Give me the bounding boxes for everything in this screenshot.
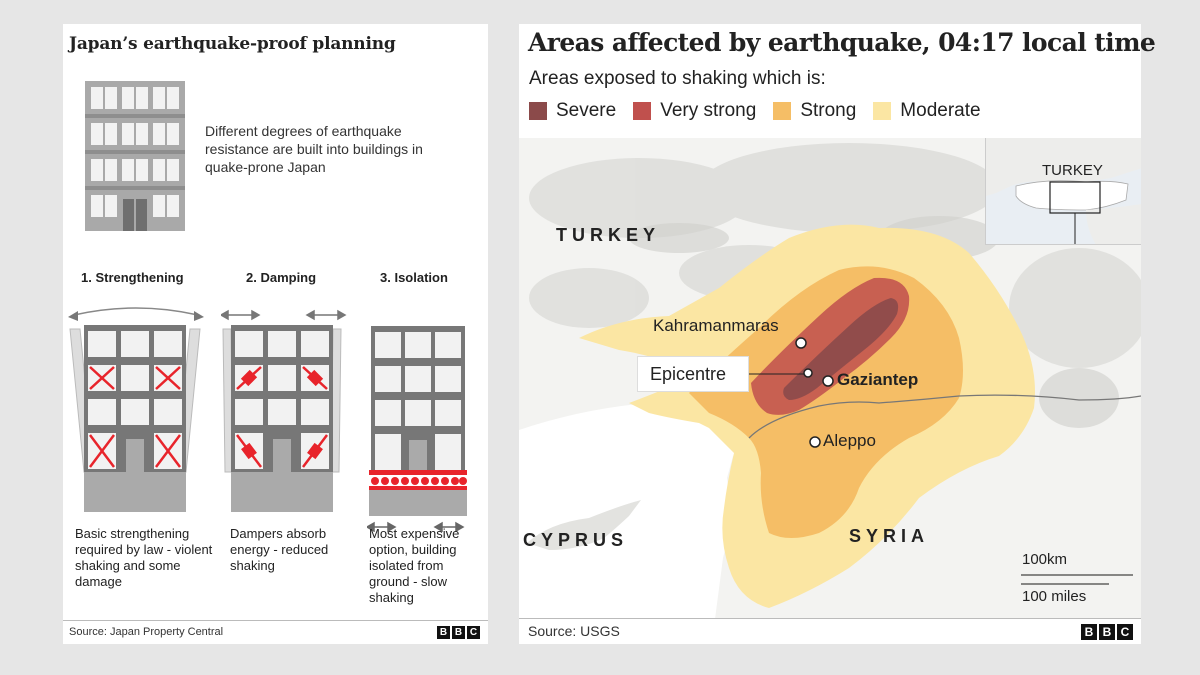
method-desc-strengthening: Basic strengthening required by law - vi… (75, 526, 213, 589)
shaking-map[interactable]: TURKEY SYRIA CYPRUS Kahramanmaras Epicen… (519, 138, 1141, 619)
map-subtitle: Areas exposed to shaking which is: (529, 68, 826, 89)
legend-swatch (773, 102, 792, 120)
japan-infographic-panel: Japan’s earthquake-proof planning Differ… (63, 24, 488, 644)
epicentre-marker[interactable] (803, 368, 813, 378)
legend-swatch (873, 102, 892, 120)
city-label-kahramanmaras: Kahramanmaras (653, 316, 779, 335)
legend-item-very-strong: Very strong (633, 100, 756, 122)
isolated-building-icon (367, 326, 467, 532)
bbc-letter: C (1117, 624, 1133, 640)
map-title: Areas affected by earthquake, 04:17 loca… (528, 28, 1156, 57)
gaziantep-marker[interactable] (822, 375, 834, 387)
legend-swatch (529, 102, 547, 120)
left-footer: Source: Japan Property Central B B C (63, 620, 488, 644)
inset-land (986, 138, 1141, 196)
bbc-letter: B (452, 626, 465, 639)
legend-label: Very strong (660, 100, 757, 121)
country-label-turkey: TURKEY (556, 225, 661, 245)
legend-item-strong: Strong (773, 100, 856, 122)
strong-shaking-zone (689, 266, 963, 538)
kahramanmaras-marker[interactable] (795, 337, 807, 349)
method-desc-damping: Dampers absorb energy - reduced shaking (230, 526, 329, 573)
right-source: Source: USGS (528, 623, 620, 639)
earthquake-map-panel: Areas affected by earthquake, 04:17 loca… (519, 24, 1156, 644)
intro-text: Different degrees of earthquake resistan… (205, 123, 423, 175)
shaking-legend: Severe Very strong Strong Moderate (529, 100, 998, 122)
right-footer: Source: USGS B B C (519, 618, 1141, 644)
legend-label: Strong (800, 100, 857, 121)
scale-label-km: 100km (1022, 551, 1068, 568)
legend-label: Severe (556, 100, 617, 121)
bbc-letter: B (437, 626, 450, 639)
method-title-isolation: 3. Isolation (380, 270, 448, 285)
bbc-letter: B (1081, 624, 1097, 640)
legend-label: Moderate (900, 100, 981, 121)
damped-building-icon (221, 309, 347, 512)
legend-swatch (633, 102, 652, 120)
turkey-syria-border (748, 394, 1141, 439)
country-label-syria: SYRIA (849, 526, 930, 546)
bbc-letter: C (467, 626, 480, 639)
left-panel-title: Japan’s earthquake-proof planning (69, 34, 396, 54)
bbc-logo: B B C (437, 626, 480, 639)
inset-south-land (1086, 204, 1141, 244)
office-building-icon (85, 81, 185, 231)
locator-inset-map: TURKEY (985, 138, 1141, 245)
method-title-damping: 2. Damping (246, 270, 317, 285)
aleppo-marker[interactable] (809, 436, 821, 448)
city-label-aleppo: Aleppo (823, 431, 876, 450)
city-label-gaziantep: Gaziantep (837, 370, 919, 389)
bbc-letter: B (1099, 624, 1115, 640)
country-label-cyprus: CYPRUS (523, 530, 629, 550)
method-desc-isolation: Most expensive option, building isolated… (369, 526, 460, 605)
legend-item-moderate: Moderate (873, 100, 981, 122)
method-title-strengthening: 1. Strengthening (81, 270, 184, 285)
cyprus-island (527, 500, 641, 550)
mediterranean-sea (519, 402, 751, 619)
left-source: Source: Japan Property Central (69, 626, 224, 638)
bbc-logo: B B C (1081, 624, 1133, 640)
map-canvas (519, 138, 1141, 619)
inset-canvas (986, 138, 1141, 244)
inset-label-turkey: TURKEY (1042, 162, 1103, 179)
strengthened-building-icon (68, 307, 204, 512)
legend-item-severe: Severe (529, 100, 616, 122)
scale-label-miles: 100 miles (1022, 588, 1087, 605)
epicentre-label: Epicentre (637, 356, 749, 392)
